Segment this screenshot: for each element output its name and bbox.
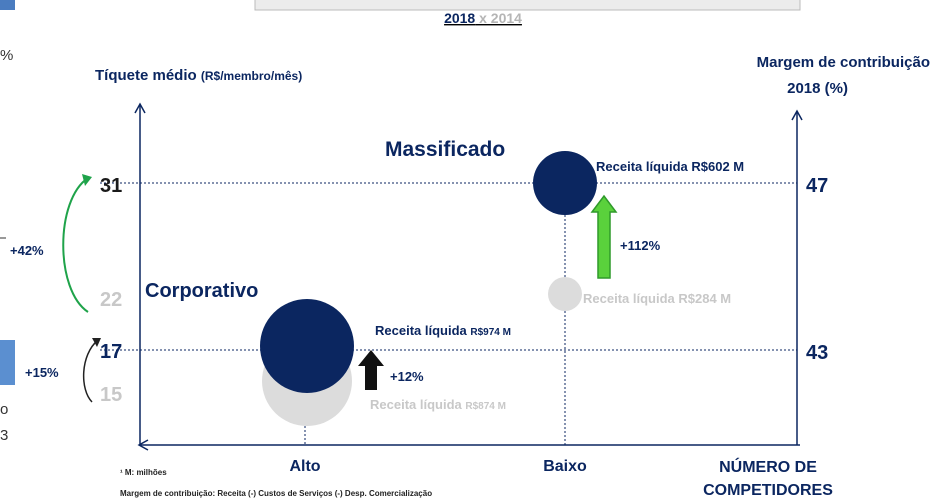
y2-label: 2018 (%) — [787, 80, 848, 97]
change-label: +42% — [10, 243, 44, 258]
title-main: 2018 — [444, 10, 475, 26]
change-arrow — [82, 339, 99, 403]
fragment-box — [0, 340, 15, 385]
footnote: ¹ M: milhões — [120, 468, 167, 477]
revenue-value: R$874 M — [465, 401, 506, 412]
title-rest: x 2014 — [475, 10, 522, 26]
guides — [100, 182, 797, 445]
fragment: % — [0, 47, 13, 64]
fragment: 3 — [0, 427, 8, 444]
right-tick: 43 — [806, 342, 828, 364]
revenue-text: Receita líquida — [370, 397, 465, 412]
growth: +112% — [620, 238, 661, 253]
growth-arrow — [590, 194, 618, 279]
fragment-box — [0, 0, 15, 10]
fragment: o — [0, 401, 8, 418]
change-arrow — [62, 177, 89, 313]
revenue: Receita líquida R$602 M — [596, 159, 744, 174]
left-tick: 22 — [100, 289, 122, 311]
left-tick: 31 — [100, 175, 122, 197]
bubble-2014 — [548, 277, 582, 311]
revenue: Receita líquida R$874 M — [370, 397, 506, 412]
bubble-2018 — [260, 299, 354, 393]
y-label-main: Tíquete médio — [95, 67, 197, 84]
footnote: Margem de contribuição: Receita (-) Cust… — [120, 489, 432, 498]
revenue-text: Receita líquida — [375, 323, 470, 338]
revenue-value: R$974 M — [470, 327, 511, 338]
banner — [254, 0, 801, 11]
axes — [134, 102, 803, 451]
growth-arrow — [358, 350, 384, 390]
arrow-head — [92, 338, 101, 347]
y-label-unit: (R$/membro/mês) — [201, 69, 302, 83]
growth: +12% — [390, 369, 424, 384]
y-label: Tíquete médio (R$/membro/mês) — [95, 67, 302, 84]
x-label: COMPETIDORES — [703, 482, 833, 499]
x-category: Alto — [289, 458, 320, 475]
group-name: Corporativo — [145, 280, 258, 302]
bubble-2018 — [533, 151, 597, 215]
y2-label: Margem de contribuição — [757, 54, 930, 71]
right-tick: 47 — [806, 175, 828, 197]
change-label: +15% — [25, 365, 59, 380]
left-tick: 15 — [100, 384, 122, 406]
x-category: Baixo — [543, 458, 587, 475]
title: 2018 x 2014 — [444, 10, 522, 26]
revenue: Receita líquida R$974 M — [375, 323, 511, 338]
left-tick: 17 — [100, 341, 122, 363]
group-name: Massificado — [385, 138, 505, 161]
x-label: NÚMERO DE — [719, 457, 817, 476]
revenue: Receita líquida R$284 M — [583, 291, 731, 306]
arrow-head — [82, 174, 92, 186]
